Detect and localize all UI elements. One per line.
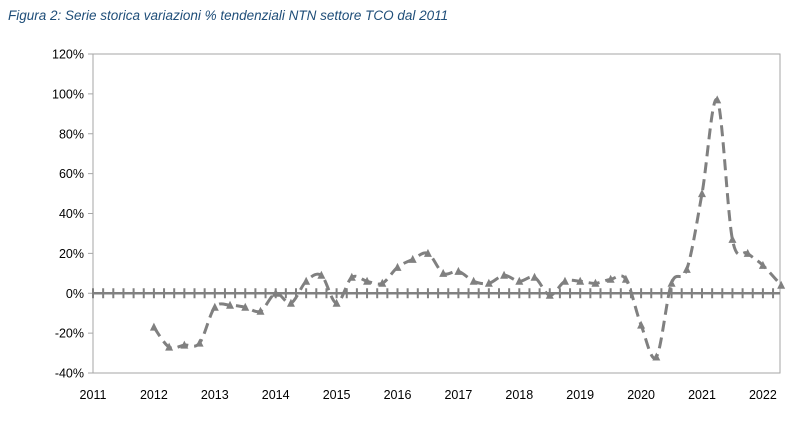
data-point-marker <box>317 270 326 279</box>
x-tick-label: 2021 <box>688 388 716 402</box>
y-tick-label: 40% <box>59 207 84 221</box>
data-point-marker <box>469 276 478 285</box>
data-point-marker <box>758 260 767 269</box>
data-point-marker <box>363 276 372 285</box>
series-layer <box>149 95 786 361</box>
data-point-marker <box>286 298 295 307</box>
data-point-marker <box>393 262 402 271</box>
x-tick-label: 2013 <box>201 388 229 402</box>
x-tick-label: 2012 <box>140 388 168 402</box>
plot-border <box>92 53 781 374</box>
data-point-marker <box>682 264 691 273</box>
x-axis-ticks: 2011 2012 2013 2014 2015 2016 2017 2018 2019 2020… <box>80 388 777 402</box>
data-point-marker <box>743 248 752 257</box>
data-point-marker <box>560 276 569 285</box>
data-point-marker <box>408 254 417 263</box>
y-tick-label: 60% <box>59 167 84 181</box>
x-tick-label: 2016 <box>384 388 412 402</box>
data-point-marker <box>591 278 600 287</box>
data-point-marker <box>637 320 646 329</box>
data-point-marker <box>165 342 174 351</box>
data-point-marker <box>698 189 706 198</box>
data-point-marker <box>423 248 432 257</box>
data-point-marker <box>500 270 509 279</box>
data-point-marker <box>576 276 585 285</box>
x-tick-label: 2019 <box>566 388 594 402</box>
data-point-marker <box>241 302 250 311</box>
x-tick-label: 2011 <box>80 388 107 402</box>
data-point-marker <box>484 278 493 287</box>
data-point-marker <box>210 302 219 311</box>
x-tick-label: 2018 <box>505 388 533 402</box>
chart-title: Figura 2: Serie storica variazioni % ten… <box>8 8 449 23</box>
data-point-marker <box>606 274 615 283</box>
data-point-marker <box>515 276 524 285</box>
y-tick-label: 20% <box>59 247 84 261</box>
data-point-marker <box>195 338 204 347</box>
data-point-marker <box>545 290 554 299</box>
data-point-marker <box>667 278 676 287</box>
data-point-marker <box>454 266 463 275</box>
y-axis-ticks: -40% -20% 0% 20% 40% 60% 80% 100% 120% <box>52 48 93 381</box>
data-point-marker <box>439 268 448 277</box>
y-tick-label: -40% <box>55 367 84 381</box>
data-point-marker <box>621 274 630 283</box>
data-point-marker <box>713 95 722 104</box>
data-point-marker <box>728 234 737 243</box>
y-tick-label: 80% <box>59 127 84 141</box>
x-tick-label: 2014 <box>262 388 290 402</box>
plot-area <box>92 53 781 374</box>
x-tick-label: 2022 <box>749 388 777 402</box>
data-point-marker <box>256 306 265 315</box>
data-point-marker <box>378 278 387 287</box>
y-tick-label: 120% <box>52 48 84 62</box>
data-point-marker <box>226 300 235 309</box>
data-point-marker <box>652 352 661 361</box>
data-point-marker <box>332 298 341 307</box>
data-point-marker <box>530 272 539 281</box>
data-point-marker <box>777 280 786 289</box>
x-tick-label: 2020 <box>627 388 655 402</box>
data-point-marker <box>302 276 311 285</box>
zero-axis-line <box>92 288 780 299</box>
y-tick-label: 100% <box>52 87 84 101</box>
data-point-marker <box>271 288 280 297</box>
x-tick-label: 2017 <box>444 388 472 402</box>
x-tick-label: 2015 <box>323 388 351 402</box>
data-point-marker <box>347 272 356 281</box>
data-point-marker <box>180 340 189 349</box>
y-tick-label: -20% <box>55 327 84 341</box>
y-tick-label: 0% <box>66 287 84 301</box>
series-line <box>152 98 783 360</box>
data-point-marker <box>149 322 158 331</box>
